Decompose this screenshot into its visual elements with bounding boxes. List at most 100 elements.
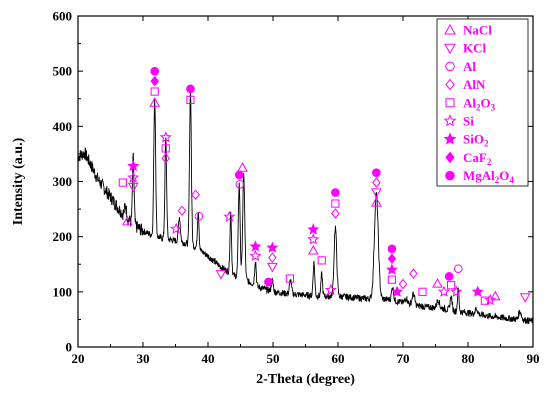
phase-marker-triangle-up-open <box>307 244 319 255</box>
phase-marker-diamond-open <box>268 252 277 263</box>
legend-label: AlN <box>463 77 486 92</box>
phase-marker-star-filled <box>307 223 320 235</box>
y-tick-label: 200 <box>53 229 73 244</box>
x-tick-label: 90 <box>527 351 540 366</box>
phase-marker-star-open <box>484 293 497 306</box>
x-tick-label: 70 <box>397 351 410 366</box>
phase-marker-circle-open <box>235 179 245 189</box>
legend-symbol-square-open <box>445 98 455 108</box>
phase-marker-star-filled <box>127 159 140 172</box>
legend-label: Al <box>463 59 476 74</box>
legend-symbol-triangle-down-open <box>444 43 456 55</box>
phase-marker-star-open <box>159 131 172 143</box>
phase-marker-circle-filled <box>150 66 160 76</box>
y-axis-title: Intensity (a.u.) <box>11 137 26 225</box>
phase-marker-square-open <box>317 256 326 265</box>
phase-marker-star-filled <box>385 263 398 275</box>
phase-marker-triangle-down-open <box>371 188 382 199</box>
phase-marker-circle-open <box>194 211 204 221</box>
y-tick-label: 0 <box>66 340 73 355</box>
legend-symbol-triangle-up-open <box>444 23 456 35</box>
legend-symbol-star-filled <box>443 132 457 145</box>
legend-symbol-circle-filled <box>445 170 455 181</box>
phase-marker-square-open <box>331 199 340 208</box>
legend-label: SiO2 <box>463 132 489 149</box>
legend-label: MgAl2O4 <box>463 168 514 185</box>
y-tick-label: 300 <box>53 174 73 189</box>
legend-label: Al2O3 <box>463 95 496 112</box>
phase-marker-star-open <box>324 283 337 296</box>
x-tick-label: 60 <box>332 351 345 366</box>
phase-marker-layer <box>118 66 531 306</box>
phase-marker-triangle-up-open <box>371 196 382 207</box>
phase-marker-square-open <box>447 281 456 290</box>
phase-marker-diamond-open <box>177 205 187 217</box>
x-tick-label: 40 <box>202 351 215 366</box>
x-tick-label: 20 <box>72 351 85 366</box>
phase-marker-star-open <box>450 285 463 297</box>
phase-marker-circle-filled <box>331 188 340 197</box>
legend-label: CaF2 <box>463 150 492 167</box>
phase-marker-star-open <box>249 249 262 262</box>
phase-marker-circle-filled <box>234 170 244 180</box>
x-tick-label: 50 <box>267 351 280 366</box>
legend-symbol-diamond-open <box>445 78 455 91</box>
phase-marker-square-open <box>418 287 427 296</box>
phase-marker-star-filled <box>266 241 279 253</box>
phase-marker-circle-filled <box>372 168 381 177</box>
phase-marker-star-open <box>437 285 450 297</box>
phase-marker-diamond-open <box>191 189 200 201</box>
legend-label: NaCl <box>463 23 492 38</box>
phase-marker-circle-open <box>453 264 463 273</box>
legend-label: KCl <box>463 41 487 56</box>
phase-marker-star-open <box>127 171 140 183</box>
phase-marker-triangle-up-open <box>122 215 133 226</box>
phase-marker-circle-filled <box>186 84 195 94</box>
axes-layer: 20 30 40 50 60 70 80 90 0 100 200 300 400 500 600 <box>53 9 540 367</box>
phase-marker-circle-filled <box>264 277 273 287</box>
phase-marker-diamond-open <box>331 208 340 219</box>
phase-marker-triangle-down-open <box>519 293 531 303</box>
phase-marker-star-filled <box>471 285 484 297</box>
phase-marker-square-open <box>118 178 127 187</box>
phase-marker-star-open <box>170 222 183 234</box>
y-tick-label: 500 <box>53 64 73 79</box>
phase-marker-triangle-up-open <box>237 162 248 172</box>
phase-marker-triangle-up-open <box>489 290 501 301</box>
y-tick-label: 600 <box>53 9 73 24</box>
x-axis-title: 2-Theta (degree) <box>256 372 355 387</box>
phase-marker-square-open <box>285 274 294 283</box>
xrd-pattern-line <box>77 89 534 325</box>
phase-marker-diamond-open <box>372 177 381 188</box>
phase-marker-diamond-open <box>409 268 418 279</box>
phase-marker-triangle-down-open <box>267 262 278 273</box>
phase-marker-star-open <box>307 233 320 245</box>
phase-marker-diamond-open <box>398 278 408 290</box>
phase-marker-square-open <box>161 144 170 153</box>
y-tick-label: 400 <box>53 119 73 134</box>
phase-marker-square-open <box>150 87 159 96</box>
phase-marker-triangle-down-open <box>215 270 227 280</box>
phase-marker-diamond-filled <box>150 75 159 87</box>
legend-symbol-diamond-filled <box>445 151 455 164</box>
x-tick-label: 30 <box>137 351 150 366</box>
phase-marker-circle-filled <box>387 244 397 254</box>
y-tick-label: 100 <box>53 284 73 299</box>
xrd-line-layer <box>77 89 534 325</box>
legend-symbol-star-open <box>443 114 457 127</box>
phase-marker-square-open <box>186 95 195 104</box>
phase-marker-circle-filled <box>444 272 454 281</box>
phase-marker-square-open <box>387 275 397 284</box>
legend-symbol-circle-open <box>445 61 455 72</box>
phase-marker-triangle-up-open <box>149 97 161 107</box>
phase-marker-diamond-open <box>161 153 170 164</box>
phase-marker-triangle-down-open <box>127 182 139 193</box>
phase-marker-triangle-up-open <box>432 278 443 288</box>
legend-label: Si <box>463 114 474 129</box>
phase-marker-star-open <box>223 210 236 222</box>
phase-marker-star-filled <box>391 285 404 297</box>
phase-marker-diamond-filled <box>387 253 397 265</box>
phase-marker-star-filled <box>249 240 262 252</box>
